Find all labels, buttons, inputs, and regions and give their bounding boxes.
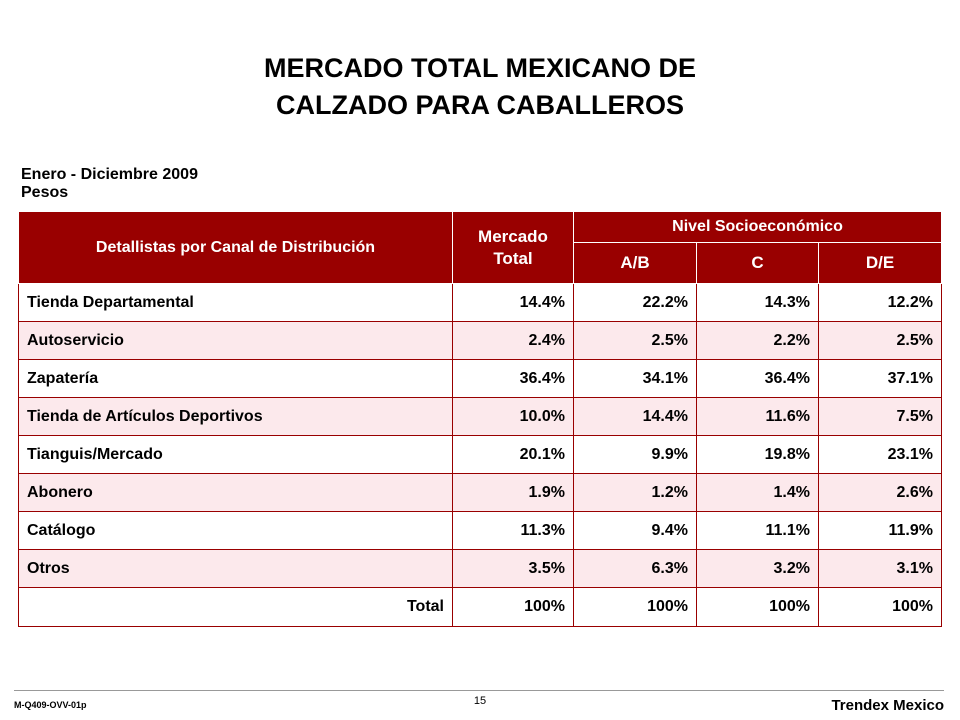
unit-label: Pesos	[21, 184, 69, 201]
header-c: C	[696, 242, 819, 284]
row-canal: Tianguis/Mercado	[18, 435, 453, 474]
total-row: Total 100% 100% 100% 100%	[18, 587, 942, 627]
row-canal: Catálogo	[18, 511, 453, 550]
table-row: Catálogo 11.3% 9.4% 11.1% 11.9%	[18, 511, 942, 550]
row-de: 37.1%	[818, 359, 942, 398]
table-row: Otros 3.5% 6.3% 3.2% 3.1%	[18, 549, 942, 588]
row-ab: 6.3%	[573, 549, 697, 588]
total-mercado: 100%	[452, 587, 574, 627]
header-de: D/E	[818, 242, 942, 284]
row-total: 36.4%	[452, 359, 574, 398]
row-canal: Tienda de Artículos Deportivos	[18, 397, 453, 436]
period-label: Enero - Diciembre 2009	[21, 166, 198, 183]
header-mercado-line-2: Total	[493, 248, 533, 268]
page-number: 15	[473, 695, 487, 707]
total-ab: 100%	[573, 587, 697, 627]
table-row: Tienda de Artículos Deportivos 10.0% 14.…	[18, 397, 942, 436]
brand-name: Trendex Mexico	[831, 697, 944, 714]
row-ab: 9.9%	[573, 435, 697, 474]
row-de: 23.1%	[818, 435, 942, 474]
total-de: 100%	[818, 587, 942, 627]
table-row: Autoservicio 2.4% 2.5% 2.2% 2.5%	[18, 321, 942, 360]
total-c: 100%	[696, 587, 819, 627]
row-canal: Zapatería	[18, 359, 453, 398]
page-title: MERCADO TOTAL MEXICANO DE CALZADO PARA C…	[0, 50, 960, 124]
header-canal: Detallistas por Canal de Distribución	[18, 211, 453, 284]
row-de: 3.1%	[818, 549, 942, 588]
row-ab: 22.2%	[573, 283, 697, 322]
row-total: 10.0%	[452, 397, 574, 436]
row-c: 19.8%	[696, 435, 819, 474]
row-de: 7.5%	[818, 397, 942, 436]
row-c: 1.4%	[696, 473, 819, 512]
row-ab: 14.4%	[573, 397, 697, 436]
row-de: 12.2%	[818, 283, 942, 322]
table-row: Tianguis/Mercado 20.1% 9.9% 19.8% 23.1%	[18, 435, 942, 474]
total-label: Total	[18, 587, 453, 627]
row-de: 2.6%	[818, 473, 942, 512]
document-code: M-Q409-OVV-01p	[14, 700, 87, 710]
table-row: Zapatería 36.4% 34.1% 36.4% 37.1%	[18, 359, 942, 398]
row-total: 1.9%	[452, 473, 574, 512]
row-total: 3.5%	[452, 549, 574, 588]
row-de: 2.5%	[818, 321, 942, 360]
market-table: Detallistas por Canal de Distribución Me…	[18, 211, 942, 627]
row-c: 3.2%	[696, 549, 819, 588]
row-canal: Abonero	[18, 473, 453, 512]
row-ab: 9.4%	[573, 511, 697, 550]
title-line-2: CALZADO PARA CABALLEROS	[276, 90, 684, 120]
row-canal: Autoservicio	[18, 321, 453, 360]
header-nivel-socioeconomico: Nivel Socioeconómico	[573, 211, 942, 243]
row-ab: 2.5%	[573, 321, 697, 360]
row-ab: 34.1%	[573, 359, 697, 398]
row-total: 20.1%	[452, 435, 574, 474]
header-mercado-line-1: Mercado	[478, 226, 548, 246]
row-canal: Tienda Departamental	[18, 283, 453, 322]
header-mercado-total: Mercado Total	[452, 211, 574, 284]
table-row: Tienda Departamental 14.4% 22.2% 14.3% 1…	[18, 283, 942, 322]
title-line-1: MERCADO TOTAL MEXICANO DE	[263, 53, 696, 83]
row-ab: 1.2%	[573, 473, 697, 512]
table-row: Abonero 1.9% 1.2% 1.4% 2.6%	[18, 473, 942, 512]
row-de: 11.9%	[818, 511, 942, 550]
row-c: 11.1%	[696, 511, 819, 550]
header-ab: A/B	[573, 242, 697, 284]
row-canal: Otros	[18, 549, 453, 588]
row-c: 2.2%	[696, 321, 819, 360]
subtitle: Enero - Diciembre 2009 Pesos	[21, 166, 198, 202]
row-c: 36.4%	[696, 359, 819, 398]
row-c: 14.3%	[696, 283, 819, 322]
row-total: 2.4%	[452, 321, 574, 360]
footer-divider	[14, 690, 944, 691]
row-total: 14.4%	[452, 283, 574, 322]
row-c: 11.6%	[696, 397, 819, 436]
row-total: 11.3%	[452, 511, 574, 550]
